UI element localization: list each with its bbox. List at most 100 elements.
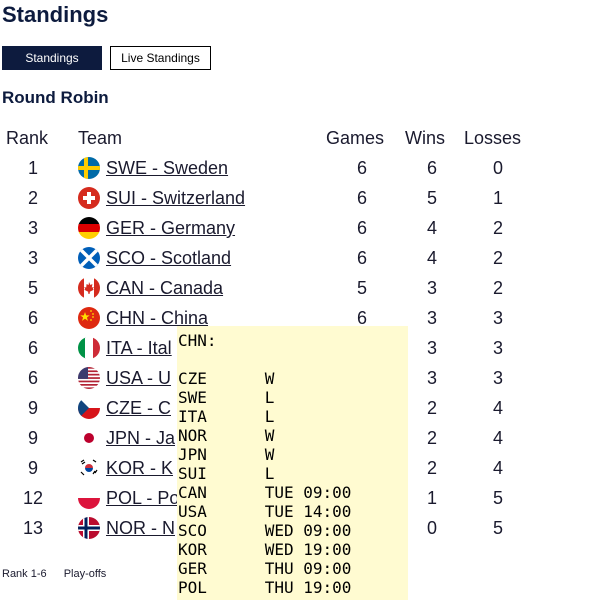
games-cell: 6 [356, 158, 367, 178]
losses-cell: 3 [492, 308, 503, 328]
table-row: 9 JPN - Ja 2 4 [0, 423, 590, 453]
rank-cell: 3 [27, 218, 38, 238]
usa-flag-icon [78, 367, 100, 389]
games-cell: 6 [356, 188, 367, 208]
team-link[interactable]: USA - U [106, 368, 172, 388]
table-row: 5 CAN - Canada 5 3 2 [0, 273, 590, 303]
losses-cell: 2 [492, 248, 503, 268]
table-row: 9 KOR - K 2 4 [0, 453, 590, 483]
losses-cell: 4 [492, 428, 503, 448]
tooltip-line: GER THU 09:00 [178, 559, 352, 578]
wins-cell: 2 [426, 428, 437, 448]
tooltip-line: KOR WED 19:00 [178, 540, 352, 559]
rank-cell: 12 [22, 488, 44, 508]
column-header-games: Games [326, 128, 385, 148]
column-header-wins: Wins [405, 128, 445, 148]
team-link[interactable]: SCO - Scotland [106, 248, 232, 268]
team-link[interactable]: SUI - Switzerland [106, 188, 246, 208]
column-header-team: Team [78, 128, 123, 148]
tooltip-line: POL THU 19:00 [178, 578, 352, 597]
tab-live-standings[interactable]: Live Standings [110, 46, 211, 70]
losses-cell: 0 [492, 158, 503, 178]
poland-flag-icon [78, 487, 100, 509]
team-link[interactable]: CAN - Canada [106, 278, 224, 298]
canada-flag-icon [78, 277, 100, 299]
table-row: 3 SCO - Scotland 6 4 2 [0, 243, 590, 273]
team-link[interactable]: SWE - Sweden [106, 158, 229, 178]
tooltip-line: NOR W [178, 426, 275, 445]
games-cell: 6 [356, 218, 367, 238]
tooltip-line: USA TUE 14:00 [178, 502, 352, 521]
games-cell: 6 [356, 248, 367, 268]
team-link[interactable]: POL - Po [106, 488, 180, 508]
korea-flag-icon [78, 457, 100, 479]
tooltip-line: CZE W [178, 369, 275, 388]
column-header-rank: Rank [5, 128, 49, 148]
games-cell: 5 [356, 278, 367, 298]
table-row: 12 POL - Po 1 5 [0, 483, 590, 513]
tooltip-header: CHN: [178, 331, 217, 350]
tooltip-line: SCO WED 09:00 [178, 521, 352, 540]
rank-cell: 6 [27, 368, 38, 388]
rank-cell: 5 [27, 278, 38, 298]
wins-cell: 3 [426, 308, 437, 328]
legend-rank: Rank 1-6 [2, 568, 47, 580]
sweden-flag-icon [78, 157, 100, 179]
wins-cell: 4 [426, 218, 437, 238]
rank-cell: 9 [27, 398, 38, 418]
tooltip-line: SUI L [178, 464, 275, 483]
wins-cell: 4 [426, 248, 437, 268]
table-row: 6 CHN - China 6 3 3 [0, 303, 590, 333]
tooltip-line: CAN TUE 09:00 [178, 483, 352, 502]
column-header-losses: Losses [464, 128, 522, 148]
rank-cell: 6 [27, 308, 38, 328]
scotland-flag-icon [78, 247, 100, 269]
rank-cell: 6 [27, 338, 38, 358]
losses-cell: 5 [492, 488, 503, 508]
germany-flag-icon [78, 217, 100, 239]
losses-cell: 4 [492, 458, 503, 478]
wins-cell: 2 [426, 458, 437, 478]
tooltip-line: JPN W [178, 445, 275, 464]
czech-flag-icon [78, 397, 100, 419]
losses-cell: 1 [492, 188, 503, 208]
tooltip-line: ITA L [178, 407, 275, 426]
table-row: 6 USA - U 3 3 [0, 363, 590, 393]
losses-cell: 2 [492, 278, 503, 298]
page-title: Standings [2, 2, 109, 27]
losses-cell: 3 [492, 338, 503, 358]
team-link[interactable]: CZE - C [106, 398, 171, 418]
schedule-tooltip: CHN: CZE W SWE L ITA L NOR W JPN W SUI L CAN T… [177, 326, 408, 600]
table-row: 13 NOR - N 0 5 [0, 513, 590, 543]
norway-flag-icon [78, 517, 100, 539]
rank-cell: 1 [27, 158, 38, 178]
wins-cell: 3 [426, 278, 437, 298]
japan-flag-icon [78, 427, 100, 449]
legend: Rank 1-6 Play-offs [2, 568, 120, 580]
table-row: 1 SWE - Sweden 6 6 0 [0, 153, 590, 183]
team-link[interactable]: JPN - Ja [106, 428, 176, 448]
wins-cell: 2 [426, 398, 437, 418]
team-link[interactable]: ITA - Ital [106, 338, 172, 358]
tab-standings[interactable]: Standings [2, 46, 102, 70]
wins-cell: 1 [426, 488, 437, 508]
legend-playoffs: Play-offs [63, 568, 107, 580]
games-cell: 6 [356, 308, 367, 328]
rank-cell: 2 [27, 188, 38, 208]
table-row: 9 CZE - C 2 4 [0, 393, 590, 423]
rank-cell: 9 [27, 428, 38, 448]
losses-cell: 5 [492, 518, 503, 538]
team-link[interactable]: GER - Germany [106, 218, 236, 238]
wins-cell: 0 [426, 518, 437, 538]
team-link[interactable]: KOR - K [106, 458, 174, 478]
rank-cell: 9 [27, 458, 38, 478]
losses-cell: 4 [492, 398, 503, 418]
wins-cell: 3 [426, 338, 437, 358]
wins-cell: 5 [426, 188, 437, 208]
switzerland-flag-icon [78, 187, 100, 209]
team-link[interactable]: CHN - China [106, 308, 209, 328]
losses-cell: 2 [492, 218, 503, 238]
table-row: 2 SUI - Switzerland 6 5 1 [0, 183, 590, 213]
team-link[interactable]: NOR - N [106, 518, 175, 538]
rank-cell: 13 [22, 518, 44, 538]
